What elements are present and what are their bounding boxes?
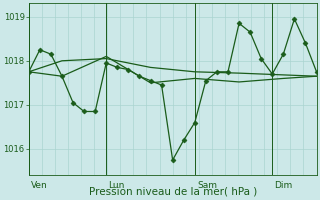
X-axis label: Pression niveau de la mer( hPa ): Pression niveau de la mer( hPa ) xyxy=(89,187,257,197)
Text: Lun: Lun xyxy=(108,181,125,190)
Text: Dim: Dim xyxy=(275,181,293,190)
Text: Ven: Ven xyxy=(31,181,48,190)
Text: Sam: Sam xyxy=(197,181,217,190)
